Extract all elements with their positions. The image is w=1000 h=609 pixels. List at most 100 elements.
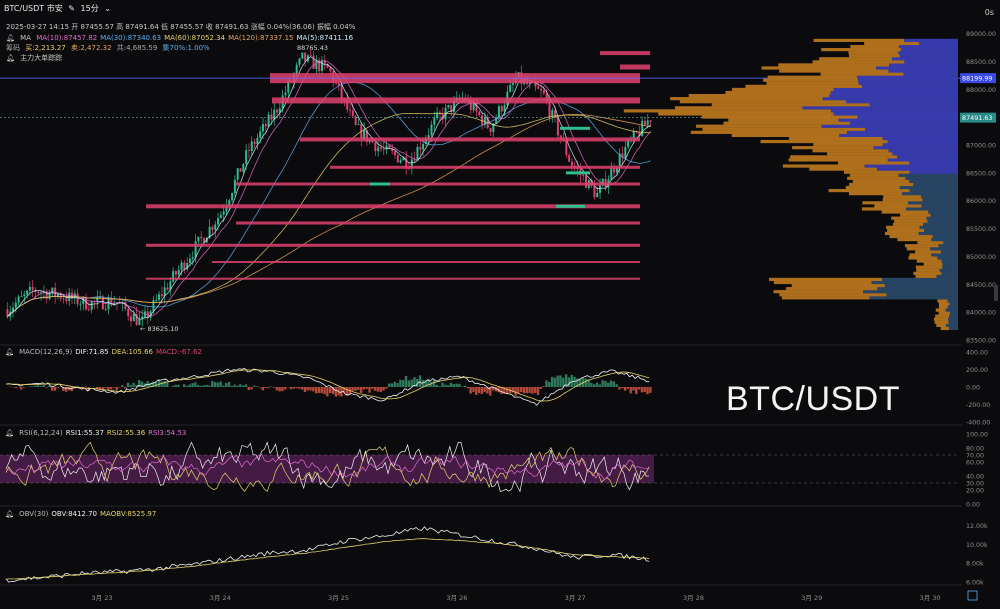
- vp-bar-up: [723, 121, 850, 125]
- macd-bar: [491, 387, 495, 391]
- macd-bar: [475, 387, 478, 395]
- macd-bar: [70, 387, 73, 392]
- macd-bar: [385, 387, 388, 389]
- price-tick-2: 88000.00: [966, 87, 996, 94]
- bell-icon[interactable]: 🔔︎: [5, 510, 14, 518]
- interval-label[interactable]: 15分: [80, 4, 99, 13]
- vp-bar-up: [917, 241, 944, 245]
- bell-icon[interactable]: 🔔︎: [6, 54, 15, 62]
- candle-body: [627, 139, 630, 147]
- order-wall-bar: [236, 182, 640, 186]
- chevron-down-icon[interactable]: ⌄: [104, 4, 111, 13]
- order-wall-bar: [146, 204, 640, 209]
- macd-bar: [368, 387, 371, 393]
- candle-body: [222, 211, 225, 215]
- price-tick-1: 88500.00: [966, 59, 996, 66]
- vp-bar-down: [886, 293, 958, 297]
- macd-bar: [154, 382, 158, 387]
- macd-bar: [519, 387, 523, 393]
- macd-bar: [250, 387, 253, 390]
- tracker-label-row[interactable]: 🔔︎ 主力大单踪踪: [6, 53, 65, 63]
- macd-bar: [438, 386, 441, 387]
- vp-bar-up: [695, 124, 822, 128]
- vp-bar-up: [809, 167, 878, 171]
- vp-bar-down: [903, 72, 958, 76]
- candle-body: [537, 86, 540, 89]
- rsi-tick-3: 60.00: [966, 460, 984, 467]
- bell-icon[interactable]: 🔔︎: [6, 34, 15, 42]
- candle-body: [329, 67, 332, 72]
- candle-body: [649, 120, 652, 122]
- vp-bar-down: [898, 51, 958, 55]
- macd-bar: [432, 380, 436, 387]
- macd-bar: [609, 380, 613, 387]
- macd-bar: [522, 387, 526, 394]
- candle-body: [438, 112, 441, 114]
- macd-bar: [56, 387, 59, 388]
- edit-icon[interactable]: ✎: [68, 4, 75, 13]
- vp-bar-down: [926, 216, 958, 220]
- macd-bar: [281, 387, 284, 392]
- rsi-tick-1: 80.00: [966, 446, 984, 453]
- candle-body: [127, 309, 130, 317]
- macd-bar: [607, 382, 610, 387]
- macd-bar: [50, 387, 54, 391]
- macd-bar: [326, 387, 329, 397]
- scrollbar-handle[interactable]: [994, 285, 998, 301]
- vp-bar-down: [936, 274, 958, 278]
- macd-bar: [649, 387, 652, 393]
- vp-bar-down: [921, 204, 958, 208]
- date-tick-1: 3月 24: [210, 594, 231, 602]
- vp-bar-down: [858, 78, 958, 82]
- candle-body: [231, 193, 234, 201]
- date-tick-5: 3月 28: [683, 594, 704, 602]
- vp-bar-up: [820, 72, 904, 76]
- macd-bar: [376, 387, 380, 392]
- candle-body: [596, 192, 599, 198]
- macd-histogram: [8, 374, 652, 397]
- macd-bar: [191, 383, 194, 387]
- vp-bar-up: [900, 213, 931, 217]
- candle-body: [450, 105, 453, 112]
- macd-bar: [64, 387, 68, 392]
- macd-bar: [261, 387, 264, 391]
- candle-body: [632, 131, 635, 139]
- candle-body: [135, 313, 138, 325]
- macd-bar: [371, 387, 374, 389]
- vp-bar-up: [725, 90, 831, 95]
- candle-body: [585, 175, 587, 188]
- candle-body: [158, 294, 161, 300]
- vp-bar-up: [813, 38, 905, 43]
- bell-icon[interactable]: 🔔︎: [5, 429, 14, 437]
- macd-bar: [118, 387, 121, 388]
- vp-bar-down: [941, 259, 958, 263]
- fullscreen-icon[interactable]: [967, 590, 978, 601]
- macd-bar: [637, 387, 641, 390]
- macd-bar: [615, 384, 618, 387]
- bell-icon[interactable]: 🔔︎: [5, 348, 14, 356]
- vp-bar-up: [782, 164, 865, 168]
- support-tick: [556, 204, 585, 208]
- macd-bar: [236, 385, 239, 387]
- vp-bar-down: [919, 41, 958, 46]
- vp-bar-down: [876, 66, 958, 70]
- candle-body: [155, 299, 158, 301]
- vp-bar-down: [942, 262, 958, 266]
- macd-bar: [138, 380, 141, 387]
- macd-bar: [177, 384, 180, 387]
- price-tick-6: 86000.00: [966, 198, 996, 205]
- date-tick-6: 3月 29: [801, 594, 822, 602]
- candle-body: [62, 298, 65, 300]
- chips-line: 筹码 买:2,213.27 卖:2,472.32 共:4,685.59 集70%…: [6, 43, 213, 53]
- symbol-title[interactable]: BTC/USDT 市安 ✎ 15分 ⌄: [4, 4, 114, 14]
- vp-bar-up: [790, 155, 898, 159]
- candle-body: [554, 110, 557, 118]
- candle-body: [565, 141, 568, 155]
- macd-bar: [272, 387, 276, 388]
- vp-bar-up: [889, 234, 933, 239]
- candle-body: [388, 145, 391, 150]
- vp-bar-down: [898, 173, 958, 177]
- macd-bar: [497, 387, 500, 393]
- macd-bar: [28, 386, 31, 387]
